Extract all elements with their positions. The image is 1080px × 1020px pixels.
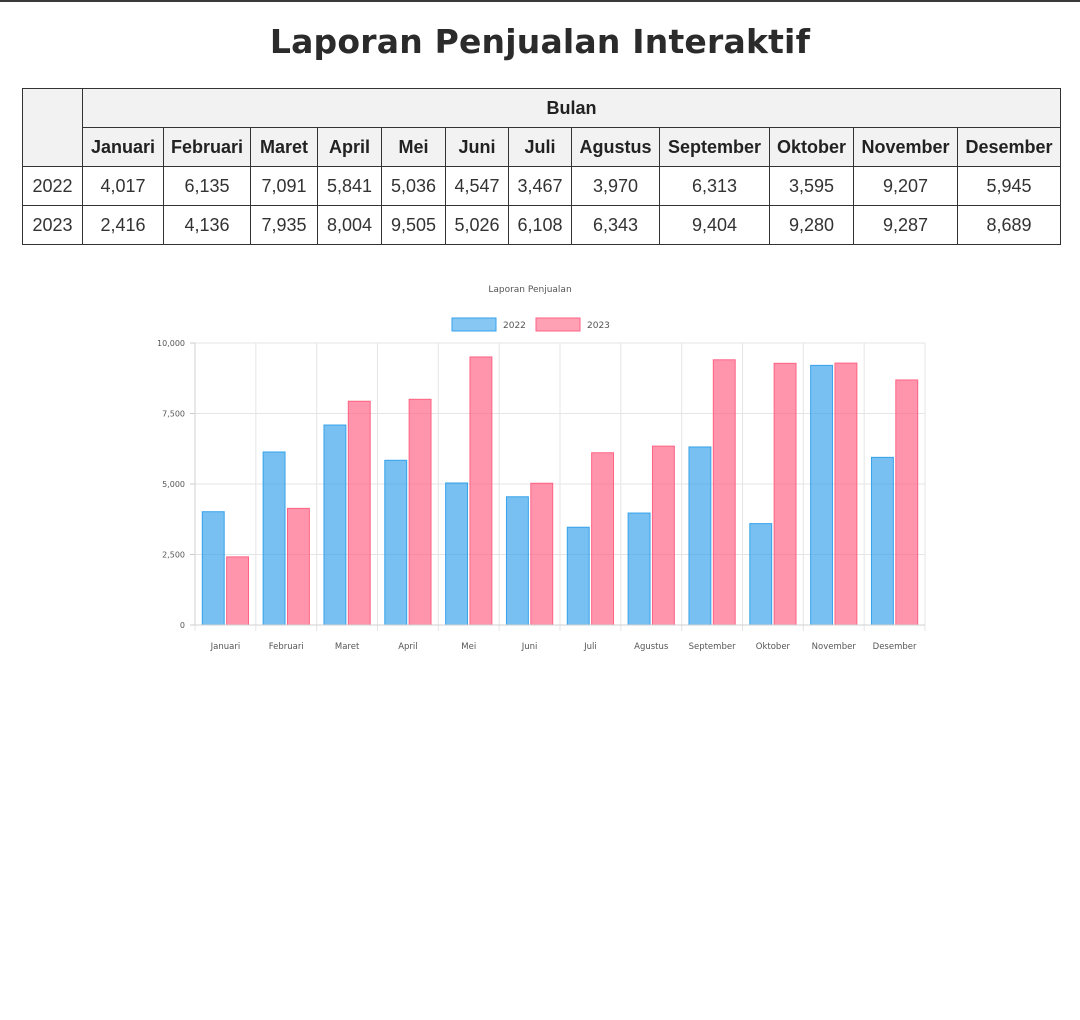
x-tick-label: Juli [583,642,597,652]
x-tick-label: Juni [521,642,538,652]
value-cell: 9,287 [853,205,958,245]
month-header: September [659,127,770,167]
x-tick-label: April [398,642,417,652]
x-tick-label: September [689,642,736,652]
month-header: Agustus [571,127,660,167]
bar-2022 [323,424,347,626]
value-cell: 9,280 [769,205,854,245]
month-header: Desember [956,127,1062,167]
bar-2023 [469,356,493,626]
value-cell: 7,091 [250,166,318,206]
x-tick-label: Januari [210,642,241,652]
value-cell: 6,313 [659,166,770,206]
year-cell: 2022 [22,166,83,206]
month-header: April [317,127,382,167]
chart-title: Laporan Penjualan [488,285,571,295]
value-cell: 5,841 [317,166,382,206]
table-body: 2022 4,017 6,135 7,091 5,841 5,036 4,547 3,467 3… [22,166,1062,245]
value-cell: 3,467 [508,166,572,206]
legend-label: 2023 [587,321,610,331]
bar-2023 [591,452,615,626]
bar-2022 [384,459,408,626]
table-row: 2023 2,416 4,136 7,935 8,004 9,505 5,026 6,108 6… [22,205,1062,245]
value-cell: 6,135 [163,166,251,206]
bar-2022 [566,526,590,626]
x-tick-label: Agustus [634,642,669,652]
bar-2022 [810,364,834,626]
y-tick-label: 10,000 [157,339,185,348]
legend-label: 2022 [503,321,526,331]
month-header-row: Januari Februari Maret April Mei Juni Juli Agus… [23,127,1062,167]
y-tick-label: 2,500 [162,551,185,560]
bar-2023 [408,398,432,626]
month-header: Oktober [769,127,854,167]
bar-2022 [201,511,225,626]
value-cell: 6,343 [571,205,660,245]
year-cell: 2023 [22,205,83,245]
bar-2023 [895,379,919,626]
value-cell: 5,036 [381,166,446,206]
y-tick-label: 0 [180,621,185,630]
value-cell: 3,595 [769,166,854,206]
y-tick-label: 5,000 [162,480,185,489]
x-tick-label: Oktober [756,642,791,652]
month-header: Mei [381,127,446,167]
bar-2022 [505,496,529,626]
bar-2022 [749,523,773,626]
top-border [0,0,1080,2]
x-tick-label: Mei [461,642,476,652]
x-tick-label: Desember [873,642,917,652]
value-cell: 6,108 [508,205,572,245]
bar-2023 [347,400,371,626]
legend-swatch [451,317,497,332]
chart-container: Laporan Penjualan 2022 2023 0 2,500 5,000 7,50… [140,275,940,665]
page-title: Laporan Penjualan Interaktif [269,22,811,61]
y-tick-label: 7,500 [162,410,185,419]
table-row: 2022 4,017 6,135 7,091 5,841 5,036 4,547 3,467 3… [22,166,1062,206]
value-cell: 5,945 [956,166,1062,206]
value-cell: 2,416 [82,205,164,245]
group-header: Bulan [81,88,1062,128]
month-header: Maret [250,127,318,167]
bar-2023 [226,556,250,626]
bar-2022 [688,446,712,626]
bar-2022 [870,456,894,626]
month-header: Februari [163,127,251,167]
bar-2023 [286,507,310,626]
table-corner-cell [22,88,83,167]
bar-chart: Laporan Penjualan 2022 2023 0 2,500 5,000 7,50… [157,285,926,652]
value-cell: 9,207 [853,166,958,206]
month-header: November [853,127,958,167]
bar-2023 [530,482,554,626]
legend-swatch [535,317,581,332]
value-cell: 9,404 [659,205,770,245]
month-header: Januari [82,127,164,167]
value-cell: 8,689 [956,205,1062,245]
bar-2023 [651,445,675,626]
bar-2023 [834,362,858,626]
value-cell: 8,004 [317,205,382,245]
bar-2023 [773,362,797,626]
bar-2022 [262,451,286,626]
month-header: Juli [508,127,572,167]
x-tick-label: Maret [335,642,360,652]
value-cell: 3,970 [571,166,660,206]
bar-2023 [712,359,736,626]
value-cell: 5,026 [445,205,509,245]
x-tick-label: November [812,642,857,652]
value-cell: 4,017 [82,166,164,206]
x-tick-label: Februari [269,642,304,652]
bar-2022 [627,512,651,626]
month-header: Juni [445,127,509,167]
bar-2022 [445,482,469,626]
value-cell: 4,136 [163,205,251,245]
value-cell: 4,547 [445,166,509,206]
value-cell: 9,505 [381,205,446,245]
value-cell: 7,935 [250,205,318,245]
sales-table: Bulan Januari Februari Maret April Mei Juni Ju… [22,88,1062,245]
